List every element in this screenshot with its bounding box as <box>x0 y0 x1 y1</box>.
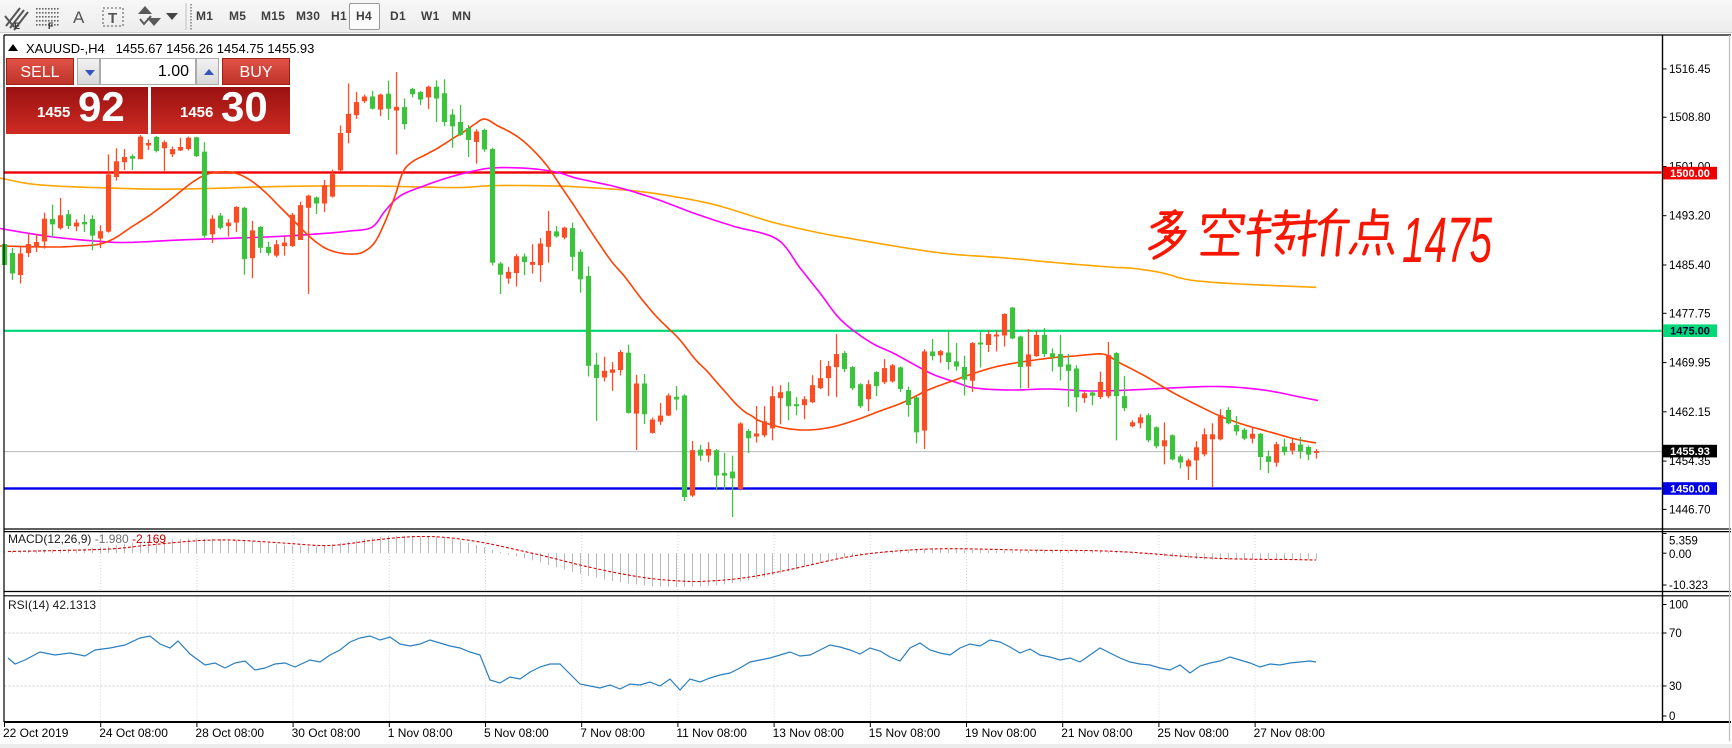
svg-text:-10.323: -10.323 <box>1669 580 1708 592</box>
svg-text:1477.75: 1477.75 <box>1669 308 1711 320</box>
svg-text:19 Nov 08:00: 19 Nov 08:00 <box>965 726 1037 740</box>
svg-text:0.00: 0.00 <box>1669 549 1691 561</box>
svg-text:15 Nov 08:00: 15 Nov 08:00 <box>869 726 941 740</box>
svg-text:1446.70: 1446.70 <box>1669 504 1711 516</box>
svg-text:E: E <box>14 21 20 31</box>
svg-text:T: T <box>108 10 117 27</box>
svg-text:1455.93: 1455.93 <box>1670 446 1710 458</box>
svg-text:28 Oct 08:00: 28 Oct 08:00 <box>195 726 264 740</box>
svg-text:1475.00: 1475.00 <box>1670 326 1710 338</box>
svg-text:1450.00: 1450.00 <box>1670 483 1710 495</box>
svg-text:0: 0 <box>1669 711 1675 723</box>
svg-text:1462.15: 1462.15 <box>1669 407 1711 419</box>
svg-text:11 Nov 08:00: 11 Nov 08:00 <box>676 726 747 740</box>
svg-text:13 Nov 08:00: 13 Nov 08:00 <box>773 726 845 740</box>
svg-text:1454.35: 1454.35 <box>1669 456 1711 468</box>
svg-text:1516.45: 1516.45 <box>1669 64 1711 76</box>
svg-text:1500.00: 1500.00 <box>1670 168 1710 180</box>
svg-text:A: A <box>73 8 85 27</box>
svg-text:1469.95: 1469.95 <box>1669 358 1711 370</box>
svg-text:24 Oct 08:00: 24 Oct 08:00 <box>99 726 168 740</box>
svg-text:5 Nov 08:00: 5 Nov 08:00 <box>484 726 549 740</box>
svg-text:30 Oct 08:00: 30 Oct 08:00 <box>292 726 361 740</box>
svg-text:25 Nov 08:00: 25 Nov 08:00 <box>1157 726 1229 740</box>
svg-text:RSI(14) 42.1313: RSI(14) 42.1313 <box>8 598 96 612</box>
svg-text:1 Nov 08:00: 1 Nov 08:00 <box>388 726 453 740</box>
svg-text:27 Nov 08:00: 27 Nov 08:00 <box>1254 726 1326 740</box>
svg-text:1475: 1475 <box>1402 204 1492 276</box>
svg-text:5.359: 5.359 <box>1669 536 1698 548</box>
svg-text:22 Oct 2019: 22 Oct 2019 <box>3 726 69 740</box>
svg-text:100: 100 <box>1669 600 1688 612</box>
svg-text:30: 30 <box>1669 681 1682 693</box>
svg-text:7 Nov 08:00: 7 Nov 08:00 <box>580 726 645 740</box>
svg-text:1485.40: 1485.40 <box>1669 260 1711 272</box>
svg-text:MACD(12,26,9) -1.980 -2.169: MACD(12,26,9) -1.980 -2.169 <box>8 532 166 546</box>
svg-text:21 Nov 08:00: 21 Nov 08:00 <box>1061 726 1133 740</box>
svg-text:70: 70 <box>1669 628 1682 640</box>
svg-text:F: F <box>48 21 54 31</box>
svg-text:1493.20: 1493.20 <box>1669 211 1711 223</box>
svg-text:1508.80: 1508.80 <box>1669 112 1711 124</box>
